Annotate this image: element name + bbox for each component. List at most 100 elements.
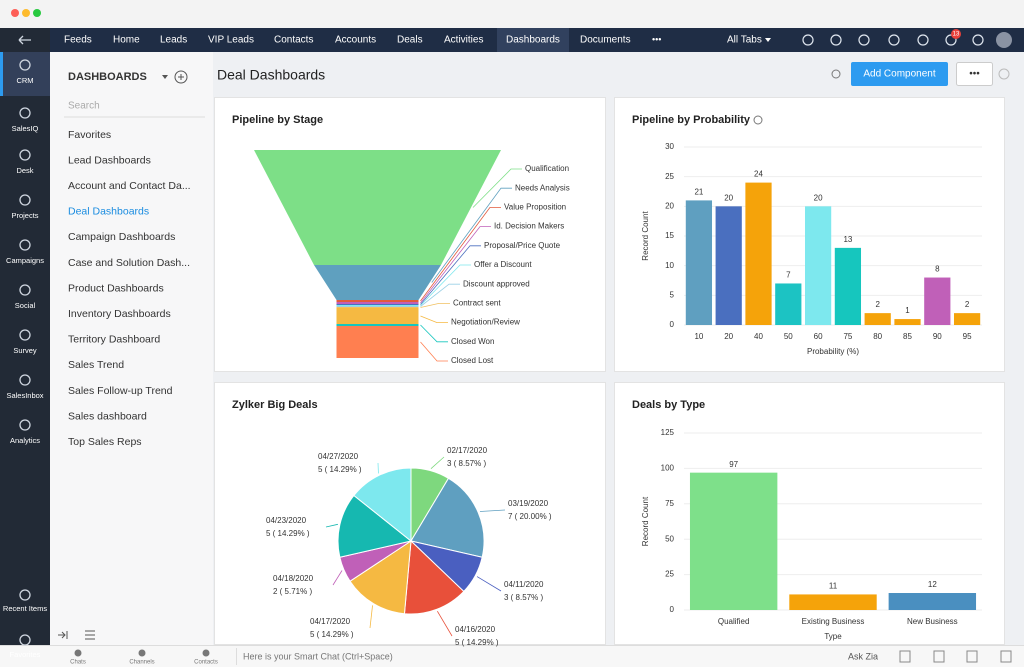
collapse-icon[interactable] [18, 35, 31, 45]
nav-tab[interactable]: Home [113, 35, 140, 46]
nav-more[interactable]: ••• [652, 34, 661, 44]
app-icon[interactable] [19, 374, 31, 386]
bottom-icon[interactable] [74, 649, 82, 657]
avatar[interactable] [996, 32, 1012, 48]
app-sidebar [0, 28, 50, 645]
expand-icon[interactable] [58, 631, 68, 639]
x-tick-label: Qualified [718, 617, 750, 626]
help-icon[interactable] [998, 68, 1010, 80]
smart-chat[interactable]: Here is your Smart Chat (Ctrl+Space) [243, 651, 393, 661]
bar [888, 593, 977, 610]
chart-title: Zylker Big Deals [232, 399, 318, 411]
dashboard-link[interactable]: Sales dashboard [68, 410, 147, 422]
close-dot[interactable] [11, 9, 19, 17]
app-label[interactable]: Recent Items [3, 604, 47, 613]
list-icon[interactable] [85, 630, 95, 640]
nav-tab[interactable]: Feeds [64, 35, 92, 46]
chart-title: Pipeline by Probability [632, 114, 751, 126]
dashboard-link[interactable]: Lead Dashboards [68, 154, 151, 166]
nav-icon[interactable] [802, 34, 814, 46]
nav-tab[interactable]: Activities [444, 35, 483, 46]
bottom-label[interactable]: Channels [129, 660, 154, 666]
app-label[interactable]: Analytics [10, 436, 40, 445]
chart-refresh[interactable] [753, 115, 763, 125]
slice-label: 04/23/2020 [266, 516, 307, 525]
dashboard-link[interactable]: Deal Dashboards [68, 206, 149, 218]
app-label[interactable]: Campaigns [6, 256, 44, 265]
nav-icon[interactable] [830, 34, 842, 46]
bottom-icon[interactable] [966, 650, 978, 663]
funnel-segment [336, 308, 419, 324]
dashboard-link[interactable]: Campaign Dashboards [68, 231, 175, 243]
zoom-dot[interactable] [33, 9, 41, 17]
nav-tab[interactable]: Dashboards [506, 35, 560, 46]
app-icon[interactable] [19, 634, 31, 646]
app-icon[interactable] [19, 329, 31, 341]
app-icon[interactable] [19, 107, 31, 119]
app-icon[interactable] [19, 149, 31, 161]
search-input[interactable]: Search [68, 101, 100, 112]
leader-line [431, 187, 512, 283]
dashboard-link[interactable]: Product Dashboards [68, 282, 164, 294]
refresh-icon[interactable] [831, 69, 841, 79]
app-label[interactable]: Favorites [10, 650, 41, 659]
add-dashboard[interactable] [174, 70, 188, 84]
dashboard-link[interactable]: Sales Trend [68, 359, 124, 371]
nav-icon[interactable] [888, 34, 900, 46]
nav-tab[interactable]: Contacts [274, 35, 313, 46]
nav-tab[interactable]: Accounts [335, 35, 376, 46]
app-label[interactable]: Social [15, 301, 36, 310]
add-component-button[interactable] [851, 62, 948, 86]
plus-icon [178, 74, 184, 80]
app-icon[interactable] [19, 239, 31, 251]
x-tick-label: 85 [903, 332, 912, 341]
dashboard-link[interactable]: Inventory Dashboards [68, 308, 171, 320]
add-component-label[interactable]: Add Component [863, 69, 935, 80]
app-label[interactable]: SalesIQ [12, 124, 39, 133]
minimize-dot[interactable] [22, 9, 30, 17]
dashboard-link[interactable]: Favorites [68, 129, 111, 141]
more-button[interactable] [956, 62, 993, 86]
nav-icon[interactable] [858, 34, 870, 46]
bottom-icon[interactable] [899, 650, 911, 663]
app-label[interactable]: SalesInbox [6, 391, 43, 400]
bottom-icon[interactable] [1000, 650, 1012, 663]
dashboard-link[interactable]: Sales Follow-up Trend [68, 385, 173, 397]
app-icon[interactable] [19, 284, 31, 296]
dashboard-link[interactable]: Top Sales Reps [68, 436, 142, 448]
selected-tab [497, 28, 569, 52]
nav-tab[interactable]: VIP Leads [208, 35, 254, 46]
dashboard-link[interactable]: Account and Contact Da... [68, 180, 191, 192]
value-label: 1 [905, 306, 910, 315]
bottom-label[interactable]: Chats [70, 660, 86, 666]
all-tabs[interactable]: All Tabs [727, 35, 762, 46]
bottom-icon[interactable] [138, 649, 146, 657]
app-label[interactable]: Survey [13, 346, 37, 355]
app-icon[interactable] [19, 419, 31, 431]
bottom-icon[interactable] [933, 650, 945, 663]
dropdown-caret[interactable] [162, 75, 168, 79]
app-icon[interactable] [19, 59, 31, 71]
app-icon[interactable] [19, 589, 31, 601]
nav-icon[interactable] [945, 34, 957, 46]
x-tick-label: New Business [907, 617, 958, 626]
dashboard-link[interactable]: Territory Dashboard [68, 334, 160, 346]
nav-tab[interactable]: Deals [397, 35, 423, 46]
ask-zia[interactable]: Ask Zia [848, 651, 878, 661]
dashboard-link[interactable]: Case and Solution Dash... [68, 257, 190, 269]
caret[interactable] [765, 38, 771, 42]
nav-tab[interactable]: Documents [580, 35, 631, 46]
bottom-icon[interactable] [202, 649, 210, 657]
nav-icon[interactable] [917, 34, 929, 46]
leader-line [420, 245, 481, 305]
more-label[interactable]: ••• [969, 69, 980, 80]
app-label[interactable]: Desk [16, 166, 33, 175]
bottom-label[interactable]: Contacts [194, 660, 218, 666]
nav-icon[interactable] [972, 34, 984, 46]
app-label[interactable]: Projects [11, 211, 38, 220]
panel-title: DASHBOARDS [68, 71, 147, 83]
bar [775, 283, 802, 325]
nav-tab[interactable]: Leads [160, 35, 187, 46]
app-icon[interactable] [19, 194, 31, 206]
app-label[interactable]: CRM [16, 76, 33, 85]
